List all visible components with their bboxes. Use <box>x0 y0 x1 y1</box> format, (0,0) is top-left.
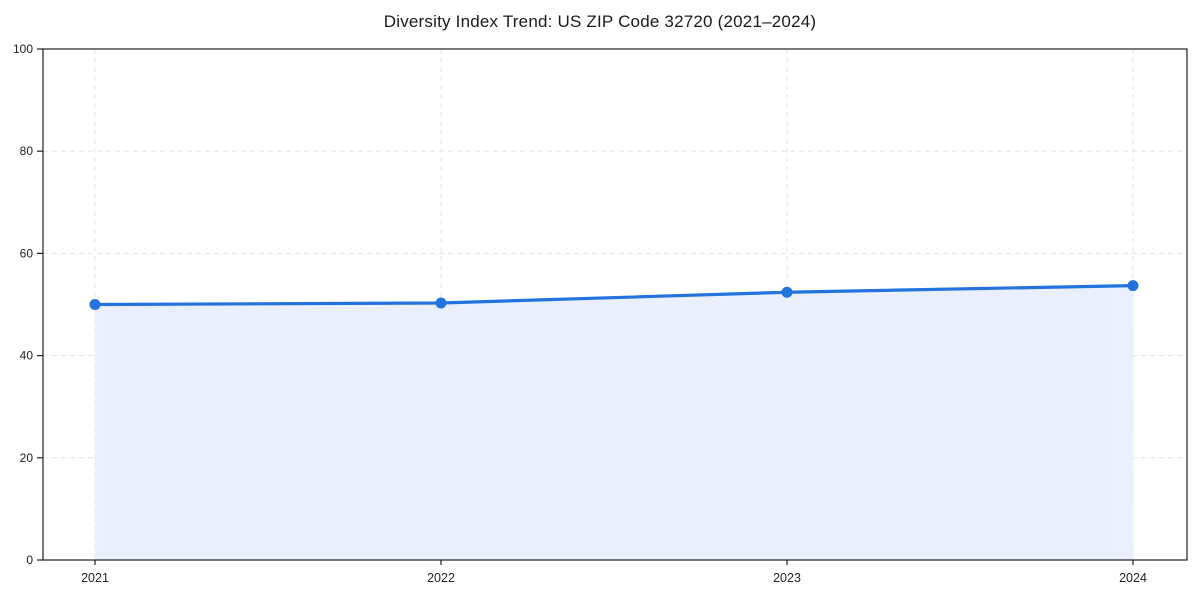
data-point-marker <box>781 286 793 298</box>
y-axis-tick-label: 60 <box>20 246 34 260</box>
data-point-marker <box>89 299 101 310</box>
data-point-marker <box>1127 280 1139 292</box>
x-axis-tick-label: 2022 <box>427 571 455 585</box>
plot-border <box>42 48 1188 561</box>
x-axis-tick-label: 2023 <box>773 571 801 585</box>
chart-title: Diversity Index Trend: US ZIP Code 32720… <box>383 12 817 31</box>
y-axis-tick-label: 100 <box>13 42 33 56</box>
y-axis-tick-label: 20 <box>20 451 34 465</box>
y-axis-tick-label: 40 <box>20 349 34 363</box>
x-axis-tick-label: 2021 <box>81 571 109 585</box>
y-axis-tick-label: 0 <box>26 553 33 567</box>
x-axis-tick-label: 2024 <box>1119 571 1147 585</box>
trend-line <box>93 283 1135 307</box>
data-point-marker <box>435 297 447 309</box>
area-fill <box>95 285 1133 560</box>
y-axis-tick-label: 80 <box>20 144 34 158</box>
